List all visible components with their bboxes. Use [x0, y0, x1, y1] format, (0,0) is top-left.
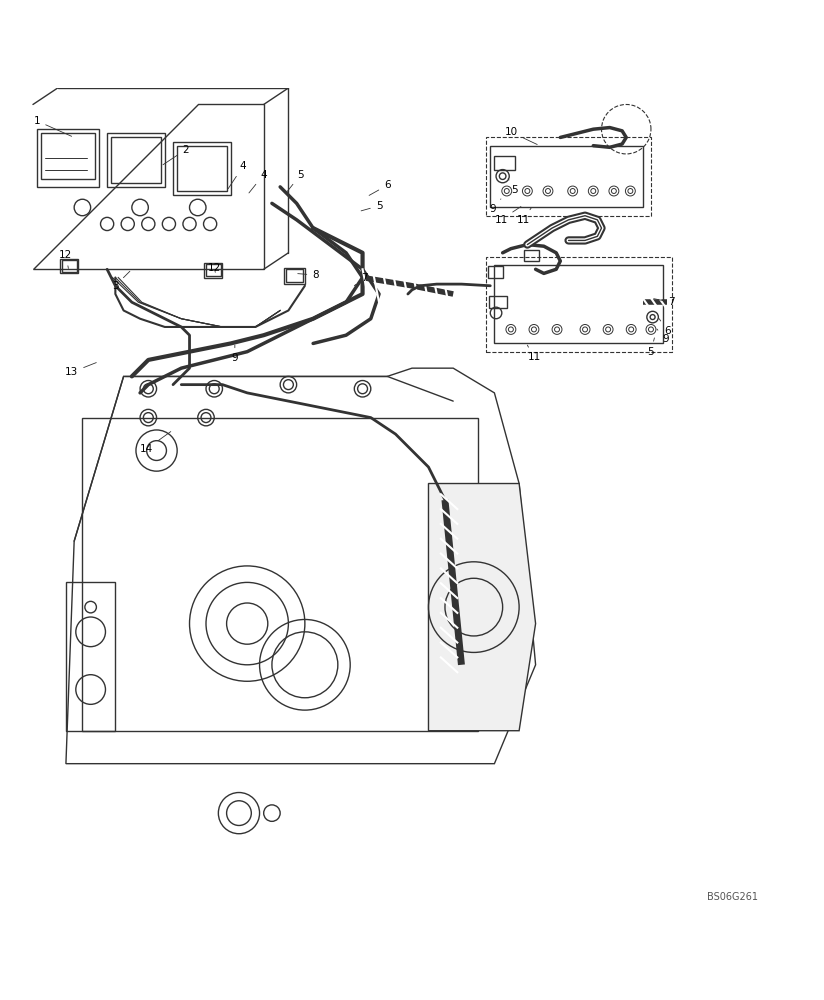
Bar: [41, 133, 95, 179]
Polygon shape: [428, 484, 536, 731]
Text: 4: 4: [249, 170, 267, 193]
Bar: [524, 250, 539, 261]
Bar: [488, 266, 503, 278]
Text: 9: 9: [489, 199, 501, 214]
Bar: [494, 265, 663, 343]
Text: 13: 13: [65, 363, 96, 377]
Text: 5: 5: [361, 201, 382, 211]
Text: 11: 11: [527, 345, 541, 362]
Text: 5: 5: [648, 338, 654, 357]
Text: 3: 3: [112, 271, 130, 291]
Bar: [60, 259, 78, 273]
Text: 11: 11: [494, 207, 521, 225]
Text: 5: 5: [508, 179, 518, 195]
Polygon shape: [33, 104, 264, 269]
Bar: [66, 582, 115, 731]
Bar: [204, 263, 222, 278]
Bar: [284, 268, 305, 284]
Bar: [286, 269, 303, 282]
Text: 11: 11: [517, 207, 531, 225]
Text: 4: 4: [228, 161, 246, 189]
Bar: [490, 146, 643, 207]
Bar: [37, 129, 99, 187]
Polygon shape: [66, 368, 536, 764]
Bar: [489, 296, 507, 308]
Text: 9: 9: [657, 329, 669, 344]
Bar: [82, 418, 478, 731]
Text: 10: 10: [505, 127, 537, 144]
Bar: [494, 156, 515, 170]
Bar: [173, 142, 231, 195]
Bar: [206, 264, 221, 276]
Text: 6: 6: [659, 319, 671, 336]
Bar: [486, 257, 672, 352]
Text: 6: 6: [369, 180, 391, 195]
Text: 7: 7: [653, 297, 675, 307]
Text: 2: 2: [163, 145, 189, 165]
Bar: [111, 137, 161, 183]
Text: 9: 9: [232, 345, 238, 363]
Bar: [177, 146, 227, 191]
Text: 7: 7: [354, 273, 368, 286]
Text: 5: 5: [286, 170, 304, 193]
Bar: [62, 260, 77, 272]
Text: 12: 12: [59, 250, 73, 268]
Text: 12: 12: [208, 263, 221, 273]
Bar: [486, 137, 651, 216]
Text: 1: 1: [34, 116, 72, 136]
Text: 8: 8: [297, 270, 319, 280]
Text: BS06G261: BS06G261: [707, 892, 758, 902]
Text: 14: 14: [140, 432, 171, 454]
Bar: [107, 133, 165, 187]
